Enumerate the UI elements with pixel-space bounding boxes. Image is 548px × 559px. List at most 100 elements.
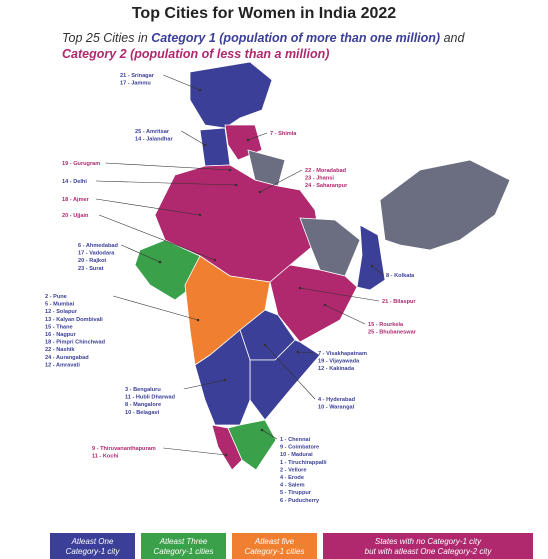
region [189, 61, 273, 129]
leader-line [98, 214, 216, 261]
city-label: 4 - Salem [280, 483, 305, 489]
city-label: 12 - Kakinada [318, 366, 355, 372]
city-label: 22 - Moradabad [305, 168, 347, 174]
city-label: 23 - Surat [78, 266, 104, 272]
city-dot [223, 378, 227, 382]
leader-line [297, 351, 316, 354]
city-label: 8 - Mangalore [125, 402, 161, 408]
subtitle-part: and [440, 31, 465, 45]
city-label: 2 - Pune [45, 294, 67, 300]
city-label: 1 - Tiruchirappalli [280, 460, 327, 466]
city-dot [213, 258, 217, 262]
city-label: 21 - Srinagar [120, 73, 155, 79]
leader-line [324, 304, 366, 325]
city-label: 4 - Hyderabad [318, 397, 356, 403]
city-label: 25 - Amritsar [135, 129, 170, 135]
leader-line [113, 295, 199, 321]
subtitle: Top 25 Cities in Category 1 (population … [62, 31, 465, 45]
city-label: 5 - Mumbai [45, 302, 75, 308]
city-label: 25 - Bhubaneswar [368, 330, 417, 336]
city-label: 11 - Kochi [92, 454, 119, 460]
legend-label: Category-1 cities [153, 547, 213, 556]
leader-line [163, 447, 227, 456]
city-label: 5 - Tiruppur [280, 490, 312, 496]
region [227, 419, 277, 471]
title: Top Cities for Women in India 2022 [132, 5, 396, 22]
region [199, 127, 231, 167]
leader-line [247, 132, 268, 141]
city-label: 10 - Belagavi [125, 410, 160, 416]
city-label: 22 - Nashik [45, 347, 75, 353]
city-label: 20 - Rajkot [78, 258, 106, 264]
city-label: 12 - Amravati [45, 362, 80, 368]
city-label: 11 - Hubli Dharwad [125, 395, 176, 401]
city-label: 21 - Bilaspur [382, 299, 416, 305]
leader-line [181, 130, 206, 146]
legend-label: States with no Category-1 city [375, 537, 482, 546]
city-label: 13 - Kalyan Dombivali [45, 317, 103, 323]
subtitle-part: Category 1 (population of more than one … [151, 31, 440, 45]
leader-line [261, 429, 278, 440]
leader-line [105, 162, 231, 171]
leader-line [183, 379, 226, 390]
map [134, 61, 511, 471]
city-dot [370, 264, 374, 268]
city-dot [246, 138, 250, 142]
city-label: 19 - Gurugram [62, 161, 100, 167]
region [379, 159, 511, 251]
city-label: 15 - Rourkela [368, 322, 404, 328]
region [356, 224, 386, 291]
city-dot [298, 286, 302, 290]
city-label: 6 - Ahmedabad [78, 243, 118, 249]
legend-swatch [323, 533, 533, 559]
region [249, 339, 321, 421]
city-label: 20 - Ujjain [62, 213, 89, 219]
city-dot [323, 303, 327, 307]
city-label: 23 - Jhansi [305, 176, 334, 182]
city-dot [196, 318, 200, 322]
legend-swatch [141, 533, 226, 559]
leader-line [95, 198, 201, 216]
city-label: 8 - Kolkata [386, 273, 415, 279]
city-label: 18 - Ajmer [62, 197, 90, 203]
city-label: 14 - Delhi [62, 179, 87, 185]
city-dot [296, 350, 300, 354]
city-label: 19 - Vijayawada [318, 359, 360, 365]
city-label: 7 - Visakhapatnam [318, 351, 367, 357]
leader-line [121, 244, 161, 263]
city-label: 16 - Nagpur [45, 332, 77, 338]
city-label: 12 - Solapur [45, 309, 78, 315]
city-label: 17 - Jammu [120, 81, 151, 87]
leader-line [259, 169, 303, 193]
region [211, 424, 243, 471]
legend-label: Atleast five [254, 537, 295, 546]
legend-label: but with atleast One Category-2 city [365, 547, 493, 556]
city-dot [263, 343, 267, 347]
city-label: 1 - Chennai [280, 437, 311, 443]
subtitle-part: Category 2 (population of less than a mi… [62, 47, 329, 61]
city-label: 17 - Vadodara [78, 251, 115, 257]
city-dot [198, 213, 202, 217]
city-label: 3 - Bengaluru [125, 387, 161, 393]
city-label: 2 - Vellore [280, 467, 306, 473]
city-label: 15 - Thane [45, 324, 73, 330]
city-label: 18 - Pimpri Chinchwad [45, 340, 106, 346]
legend-label: Atleast One [71, 537, 114, 546]
city-label: 9 - Coimbatore [280, 445, 319, 451]
city-label: 24 - Saharanpur [305, 183, 348, 189]
city-dot [258, 190, 262, 194]
leader-line [299, 287, 380, 302]
city-label: 9 - Thiruvananthapuram [92, 446, 156, 452]
city-dot [260, 428, 264, 432]
legend-swatch [50, 533, 135, 559]
city-dot [198, 88, 202, 92]
city-label: 6 - Puducherry [280, 498, 320, 504]
legend-swatch [232, 533, 317, 559]
leader-line [95, 180, 237, 186]
city-label: 10 - Madurai [280, 452, 313, 458]
city-dot [224, 453, 228, 457]
city-label: 7 - Shimla [270, 131, 297, 137]
leader-line [264, 344, 316, 400]
city-dot [234, 183, 238, 187]
